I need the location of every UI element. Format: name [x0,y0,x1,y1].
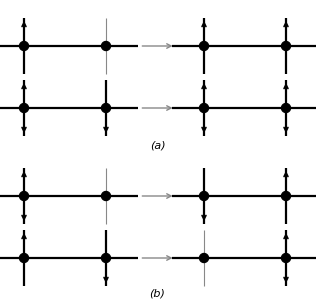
Text: (b): (b) [149,289,166,299]
Circle shape [282,42,290,51]
Circle shape [20,192,28,201]
Circle shape [282,103,290,112]
Circle shape [199,192,209,201]
Circle shape [20,42,28,51]
Circle shape [101,253,111,262]
Circle shape [20,103,28,112]
Circle shape [199,42,209,51]
Circle shape [101,192,111,201]
Circle shape [199,103,209,112]
Circle shape [199,253,209,262]
Text: (a): (a) [150,140,165,150]
Circle shape [101,42,111,51]
Circle shape [101,103,111,112]
Circle shape [282,192,290,201]
Circle shape [282,253,290,262]
Circle shape [20,253,28,262]
